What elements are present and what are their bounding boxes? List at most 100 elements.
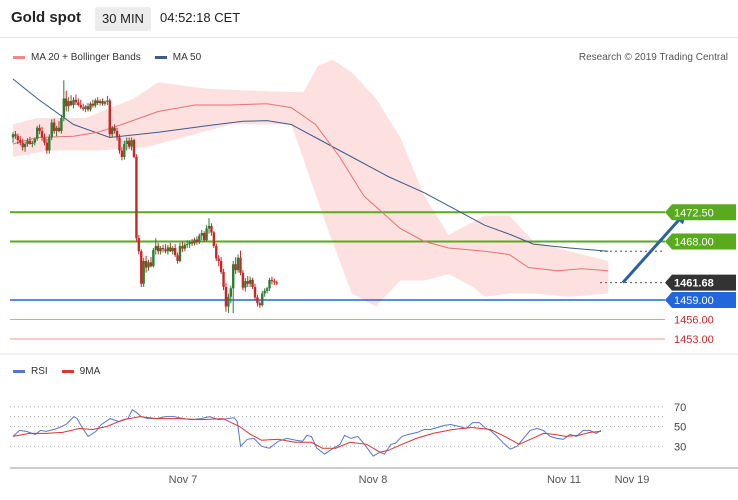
candle-body [217,258,220,261]
candle-body [244,281,247,288]
candle-body [178,246,182,261]
credit-text: Research © 2019 Trading Central [578,52,728,63]
candle-body [248,279,252,284]
candle-body [101,101,104,104]
legend-label-rsi-ma: 9MA [79,366,101,377]
candle-body [125,140,128,144]
level-labels: 1472.50 1468.00 1461.68 1459.00 1456.00 1453.… [665,204,736,346]
level-tag-3 [665,292,736,308]
candle-body [108,100,111,135]
candle-body [89,103,92,110]
candle-body [38,127,41,131]
timestamp: 04:52:18 CET [160,10,241,25]
candle-body [193,239,196,244]
x-tick-label-3: Nov 19 [615,474,650,486]
level-tag-2 [665,274,736,291]
candle-body [198,235,201,243]
candle-body [120,150,124,157]
candle-body [33,138,36,143]
candle-body [144,261,148,268]
candle-body [161,248,165,250]
candle-body [115,131,119,138]
price-levels [10,211,665,340]
candle-body [205,228,208,241]
interval-selector[interactable]: 30 MIN [95,7,151,31]
candle-body [57,127,61,131]
candle-body [118,137,121,151]
candle-body [236,257,240,271]
candle-body [62,98,66,118]
candle-body [166,247,170,252]
candle-body [270,279,274,282]
candle-body [86,106,90,110]
x-tick-label-2: Nov 11 [547,474,581,486]
candle-body [127,140,131,147]
x-tick-label-1: Nov 8 [359,474,388,486]
legend-swatch-ma20 [13,56,25,59]
candle-body [207,225,211,229]
candle-body [130,140,133,147]
candle-body [14,134,17,137]
candle-body [224,287,228,307]
level-tag-0 [665,204,736,221]
candle-body [23,144,27,148]
legend-item-ma20-bb: MA 20 + Bollinger Bands [13,52,141,63]
legend-item-rsi-ma: 9MA [61,366,101,377]
candle-body [43,137,46,143]
candle-body [140,251,143,284]
candle-body [72,99,75,105]
candle-body [69,101,73,105]
candle-body [106,100,109,102]
candle-body [183,244,187,249]
candle-body [149,262,153,267]
candle-body [60,118,63,131]
candle-body [268,279,271,289]
candle-body [222,272,225,287]
candle-body [21,142,24,148]
candle-body [181,246,184,249]
candle-body [96,100,99,104]
candle-body [190,242,194,244]
candle-body [81,107,85,109]
rsi-tick-label-0: 70 [674,402,686,414]
candle-body [275,282,278,284]
legend-swatch-rsi [13,370,25,373]
candle-body [212,232,216,247]
candle-body [84,106,87,109]
candle-body [258,303,262,306]
candle-body [239,257,242,273]
candle-body [210,225,213,233]
legend-label-rsi: RSI [31,366,48,377]
candle-body [241,272,245,288]
forecast-arrow-shaft [621,211,687,284]
instrument-title: Gold spot [11,9,81,26]
candle-body [173,248,177,256]
main-legend: MA 20 + Bollinger Bands MA 50 [13,52,215,63]
level-label-1: 1468.00 [674,237,714,249]
legend-swatch-rsi-ma [61,370,74,373]
candle-body [79,105,82,108]
candle-body [94,100,97,106]
candle-body [45,142,49,151]
candle-body [169,247,172,252]
candle-body [265,288,269,291]
candle-body [113,127,116,131]
candle-body [219,261,223,273]
candle-body [261,293,264,306]
candle-body [215,246,218,259]
candle-body [147,262,150,268]
candle-body [40,131,44,138]
candle-body [200,233,203,236]
candle-body [229,288,232,297]
rsi-legend: RSI 9MA [13,366,114,377]
candle-body [103,101,107,104]
candle-body [36,127,39,139]
level-label-5: 1453.00 [674,334,714,346]
candle-body [77,102,80,105]
bollinger-band [13,59,609,307]
candle-body [246,281,249,284]
candle-body [273,281,276,283]
level-label-2: 1461.68 [674,278,714,290]
candle-body [135,157,138,239]
